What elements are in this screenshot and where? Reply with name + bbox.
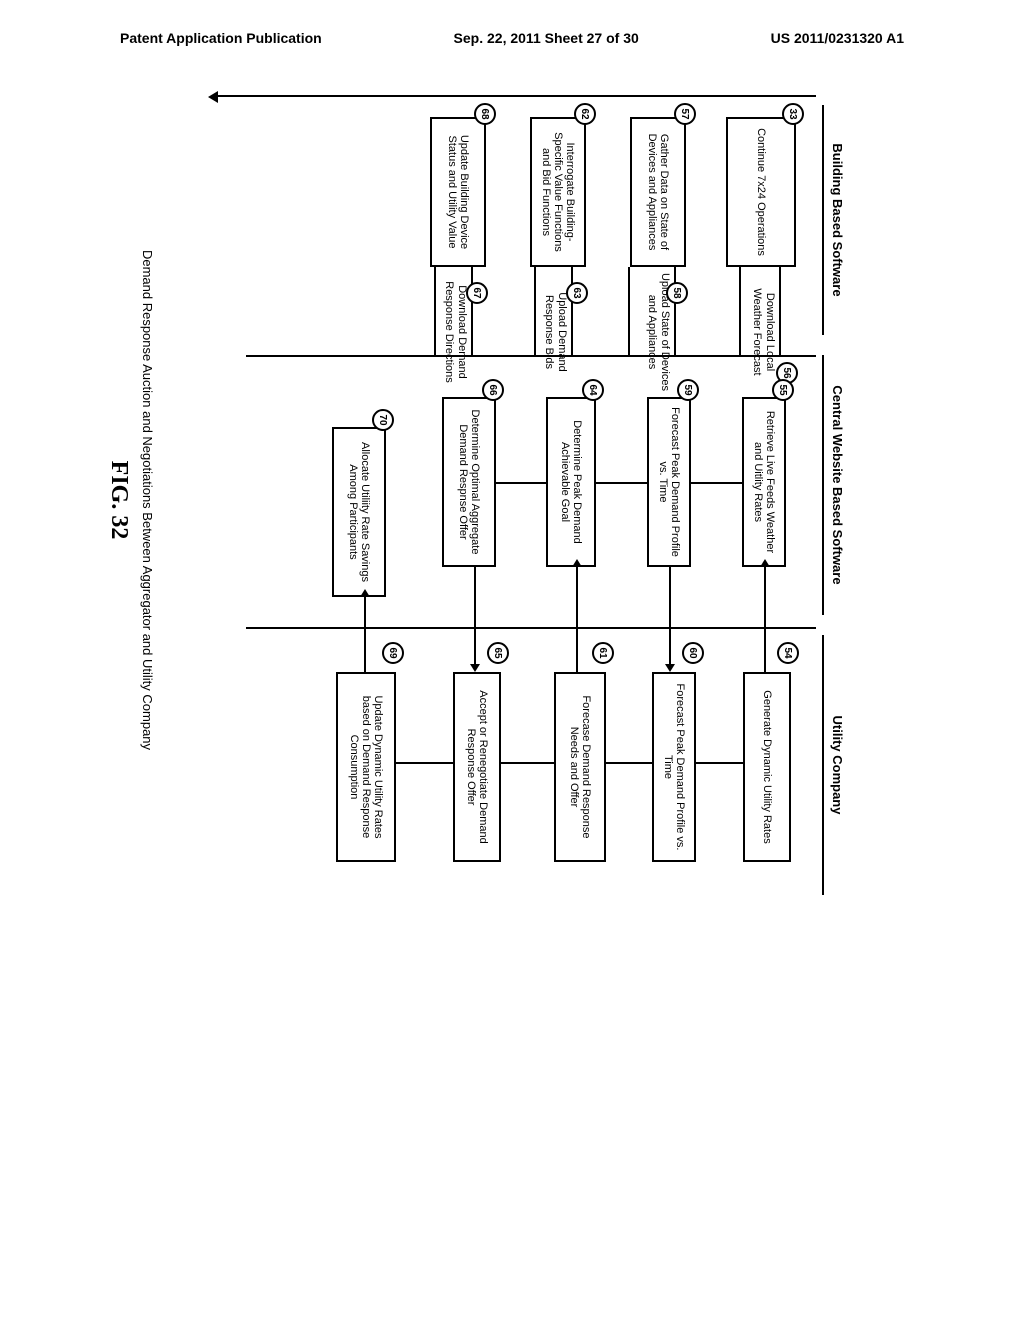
ref-65: 65 xyxy=(487,642,509,664)
label-56-text: Download Local Weather Forecast xyxy=(751,288,776,375)
ref-54: 54 xyxy=(777,642,799,664)
flow-61-65 xyxy=(501,762,554,764)
publication-number: US 2011/0231320 A1 xyxy=(771,30,904,46)
label-download-directions: Download Demand Response Directions xyxy=(442,272,468,392)
ref-64: 64 xyxy=(582,379,604,401)
flow-60-61 xyxy=(606,762,652,764)
ref-59: 59 xyxy=(677,379,699,401)
box-gather-data: Gather Data on State of Devices and Appl… xyxy=(630,117,686,267)
figure-caption-area: Demand Response Auction and Negotiations… xyxy=(105,95,155,905)
box-central-forecast: Forecast Peak Demand Profile vs. Time xyxy=(647,397,691,567)
column-building: Building Based Software xyxy=(822,105,845,335)
box-utility-forecast: Forecast Peak Demand Profile vs. Time xyxy=(652,672,696,862)
arrow-69-70 xyxy=(364,597,366,672)
label-upload-bids: Upload Demand Response Bids xyxy=(542,272,568,392)
figure-number: FIG. 32 xyxy=(105,95,132,905)
line-56-top xyxy=(779,267,781,357)
column-utility: Utility Company xyxy=(822,635,845,895)
arrow-61-64 xyxy=(576,567,578,672)
flow-65-69 xyxy=(396,762,453,764)
ref-55: 55 xyxy=(772,379,794,401)
sheet-info: Sep. 22, 2011 Sheet 27 of 30 xyxy=(454,30,639,46)
box-forecast-needs: Forecase Demand Response Needs and Offer xyxy=(554,672,606,862)
swimlane-body: Continue 7x24 Operations 33 Gather Data … xyxy=(216,95,816,905)
arrow-54-55 xyxy=(764,567,766,672)
divider-1 xyxy=(246,355,816,357)
flowchart-diagram: Building Based Software Central Website … xyxy=(165,95,845,905)
box-update-building: Update Building Device Status and Utilit… xyxy=(430,117,486,267)
line-56-bot xyxy=(739,267,741,357)
arrow-59-60 xyxy=(669,567,671,664)
ref-33: 33 xyxy=(782,103,804,125)
label-67-text: Download Demand Response Directions xyxy=(443,281,468,383)
flow-59-64 xyxy=(596,482,647,484)
ref-57: 57 xyxy=(674,103,696,125)
ref-58: 58 xyxy=(666,282,688,304)
arrow-66-65 xyxy=(474,567,476,664)
box-determine-offer: Determine Optimal Aggregate Demand Respn… xyxy=(442,397,496,567)
label-download-weather: Download Local Weather Forecast xyxy=(750,272,776,392)
publication-label: Patent Application Publication xyxy=(120,30,322,46)
line-58-bot xyxy=(628,267,630,357)
line-67-top xyxy=(471,267,473,357)
column-central: Central Website Based Software xyxy=(822,355,845,615)
flow-64-66 xyxy=(496,482,546,484)
box-update-rates: Update Dynamic Utility Rates based on De… xyxy=(336,672,396,862)
page-header: Patent Application Publication Sep. 22, … xyxy=(0,0,1024,56)
flow-55-59 xyxy=(691,482,742,484)
box-allocate-savings: Allocate Utiliity Rate Savings Among Par… xyxy=(332,427,386,597)
figure-caption: Demand Response Auction and Negotiations… xyxy=(140,95,155,905)
ref-62: 62 xyxy=(574,103,596,125)
ref-70: 70 xyxy=(372,409,394,431)
box-continue-ops: Continue 7x24 Operations xyxy=(726,117,796,267)
divider-2 xyxy=(246,627,816,629)
box-interrogate: Interrogate Building-Specific Value Func… xyxy=(530,117,586,267)
timeline-arrow-head xyxy=(208,91,218,103)
ref-61: 61 xyxy=(592,642,614,664)
box-retrieve-feeds: Retrieve Live Feeds Weather and Uitlity … xyxy=(742,397,786,567)
line-63-top xyxy=(571,267,573,357)
line-58-top xyxy=(674,267,676,357)
ref-66: 66 xyxy=(482,379,504,401)
line-63-bot xyxy=(534,267,536,357)
ref-63: 63 xyxy=(566,282,588,304)
ref-68: 68 xyxy=(474,103,496,125)
box-determine-goal: Determine Peak Demand Achievable Goal xyxy=(546,397,596,567)
ref-60: 60 xyxy=(682,642,704,664)
ref-69: 69 xyxy=(382,642,404,664)
flow-54-60 xyxy=(696,762,743,764)
label-63-text: Upload Demand Response Bids xyxy=(543,292,568,372)
ref-67: 67 xyxy=(466,282,488,304)
box-accept-renegotiate: Accept or Renegotiate Demand Response Of… xyxy=(453,672,501,862)
swimlane-headers: Building Based Software Central Website … xyxy=(822,95,845,905)
box-generate-rates: Generate Dynamic Utility Rates xyxy=(743,672,791,862)
line-67-bot xyxy=(434,267,436,357)
